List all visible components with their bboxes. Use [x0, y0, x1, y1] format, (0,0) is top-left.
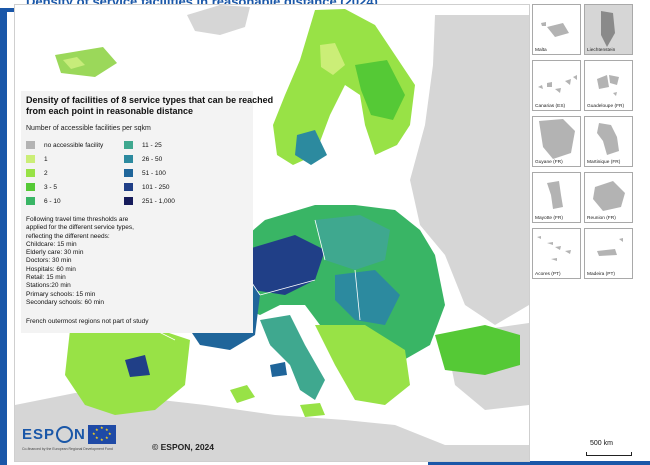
iceland-inner-shape: [63, 57, 85, 69]
inset-canarias[interactable]: Canarias (ES): [532, 60, 581, 111]
left-accent-bar: [0, 12, 7, 465]
note-line: reflecting the different needs:: [26, 232, 110, 240]
travel-time-notes: Following travel time thresholds are app…: [26, 216, 196, 307]
italy-shape: [260, 315, 325, 400]
legend-item-no-facility: no accessible facility: [26, 141, 103, 151]
inset-mayotte[interactable]: Mayotte (FR): [532, 172, 581, 223]
legend-item-51-100: 51 - 100: [124, 169, 166, 179]
madrid-dense-patch: [125, 355, 150, 377]
inset-label: Liechtenstein: [587, 48, 616, 53]
legend-panel: [21, 91, 253, 333]
logo-caption: Co-financed by the European Regional Dev…: [22, 447, 113, 451]
legend-swatch: [124, 141, 133, 150]
note-line: Childcare: 15 min: [26, 240, 77, 248]
legend-swatch: [26, 183, 35, 192]
finland-shape: [355, 60, 405, 120]
legend-item-3-5: 3 - 5: [26, 183, 57, 193]
turkey-shape: [435, 325, 520, 375]
inset-liechtenstein[interactable]: Liechtenstein: [584, 4, 633, 55]
inset-label: Acores (PT): [535, 272, 561, 277]
inset-malta[interactable]: Malta: [532, 4, 581, 55]
europe-map[interactable]: [14, 4, 530, 462]
inset-label: Reunion (FR): [587, 216, 616, 221]
inset-martinique[interactable]: Martinique (FR): [584, 116, 633, 167]
inset-label: Guadeloupe (FR): [587, 104, 625, 109]
inset-acores[interactable]: Acores (PT): [532, 228, 581, 279]
danube-region: [335, 270, 400, 325]
scandinavia-light-patch: [320, 43, 345, 75]
scale-bar: [586, 452, 632, 456]
inset-guadeloupe[interactable]: Guadeloupe (FR): [584, 60, 633, 111]
espon-logo-ring-icon: [56, 425, 74, 443]
balkans-shape: [315, 325, 410, 405]
note-line: Stations:20 min: [26, 282, 71, 290]
legend-swatch: [26, 141, 35, 150]
eastern-non-study-region: [410, 15, 529, 325]
insets-panel: Malta Liechtenstein Canarias (ES) Guadel…: [532, 4, 636, 279]
legend-swatch: [124, 183, 133, 192]
map-canvas: [15, 5, 529, 461]
legend-title: Density of facilities of 8 service types…: [26, 95, 274, 116]
legend-item-11-25: 11 - 25: [124, 141, 162, 151]
legend-item-26-50: 26 - 50: [124, 155, 162, 165]
legend-swatch: [26, 197, 35, 206]
inset-label: Malta: [535, 48, 547, 53]
inset-label: Madeira (PT): [587, 272, 615, 277]
greenland-shape: [187, 5, 250, 35]
legend-swatch: [26, 169, 35, 178]
legend-item-251-1000: 251 - 1,000: [124, 197, 175, 207]
inset-label: Guyane (FR): [535, 160, 563, 165]
benelux-germany-dense: [245, 235, 325, 295]
iberia-shape: [65, 325, 190, 415]
legend-subtitle: Number of accessible facilities per sqkm: [26, 125, 151, 132]
legend-swatch: [124, 197, 133, 206]
iceland-shape: [55, 47, 117, 77]
rome-dense-patch: [270, 362, 287, 377]
legend-item-1: 1: [26, 155, 48, 165]
outermost-note: French outermost regions not part of stu…: [26, 318, 149, 325]
south-sweden-patch: [295, 130, 327, 165]
sardinia-shape: [230, 385, 255, 403]
note-line: Doctors: 30 min: [26, 257, 72, 265]
inset-reunion[interactable]: Reunion (FR): [584, 172, 633, 223]
copyright-text: © ESPON, 2024: [152, 442, 215, 452]
sicily-shape: [300, 403, 325, 417]
scandinavia-shape: [273, 9, 415, 165]
note-line: Primary schools: 15 min: [26, 290, 96, 298]
espon-logo[interactable]: ESP N: [22, 425, 86, 443]
inset-label: Canarias (ES): [535, 104, 566, 109]
scale-label: 500 km: [590, 440, 613, 447]
legend-swatch: [124, 169, 133, 178]
note-line: Following travel time thresholds are: [26, 216, 129, 223]
legend-item-101-250: 101 - 250: [124, 183, 169, 193]
legend-item-2: 2: [26, 169, 48, 179]
inset-label: Martinique (FR): [587, 160, 621, 165]
inset-madeira[interactable]: Madeira (PT): [584, 228, 633, 279]
inset-guyane[interactable]: Guyane (FR): [532, 116, 581, 167]
legend-swatch: [124, 155, 133, 164]
note-line: Retail: 15 min: [26, 274, 66, 282]
note-line: Hospitals: 60 min: [26, 265, 76, 273]
legend-item-6-10: 6 - 10: [26, 197, 61, 207]
poland-shape: [315, 215, 390, 270]
eu-flag-icon: ★ ★ ★ ★ ★ ★ ★ ★: [88, 425, 116, 444]
note-line: applied for the different service types,: [26, 224, 134, 232]
note-line: Elderly care: 30 min: [26, 249, 84, 257]
bottom-accent-bar: [428, 461, 650, 465]
inset-label: Mayotte (FR): [535, 216, 563, 221]
legend-swatch: [26, 155, 35, 164]
note-line: Secondary schools: 60 min: [26, 298, 105, 306]
